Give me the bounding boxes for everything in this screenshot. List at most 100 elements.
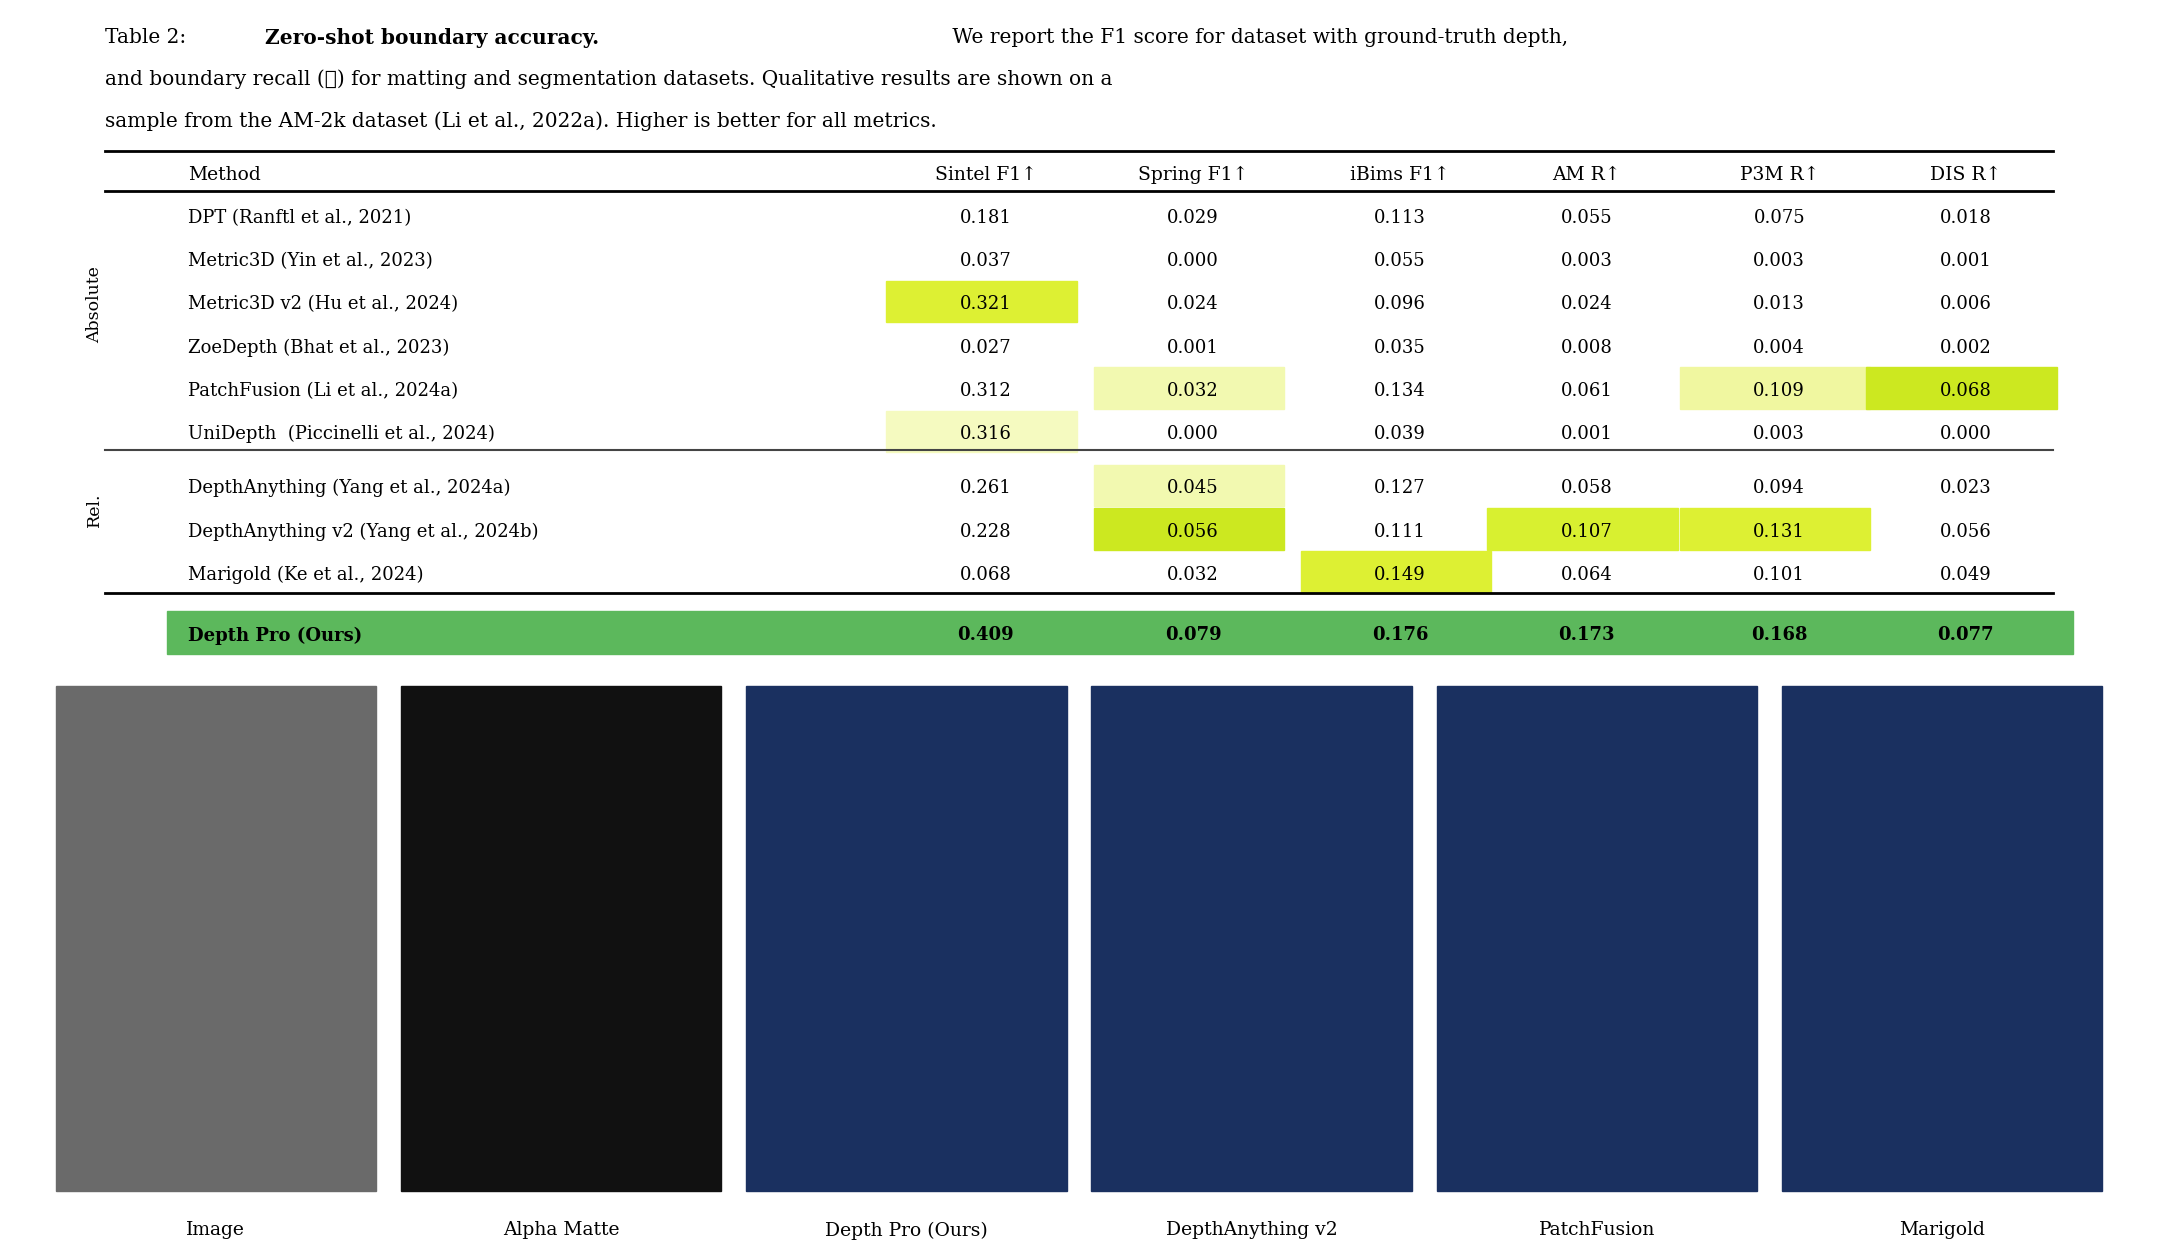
Text: PatchFusion (Li et al., 2024a): PatchFusion (Li et al., 2024a) xyxy=(188,382,457,400)
Text: 0.094: 0.094 xyxy=(1752,479,1804,497)
Text: 0.055: 0.055 xyxy=(1560,209,1612,226)
Text: Marigold: Marigold xyxy=(1899,1222,1985,1239)
Bar xyxy=(1487,508,1677,550)
Text: 0.079: 0.079 xyxy=(1165,626,1221,644)
Bar xyxy=(1679,367,1871,409)
Text: 0.037: 0.037 xyxy=(960,252,1012,270)
Text: 0.039: 0.039 xyxy=(1375,425,1426,443)
Text: DepthAnything v2: DepthAnything v2 xyxy=(1165,1222,1338,1239)
Text: 0.023: 0.023 xyxy=(1940,479,1992,497)
Text: Depth Pro (Ours): Depth Pro (Ours) xyxy=(188,626,363,644)
Text: 0.001: 0.001 xyxy=(1560,425,1612,443)
Text: 0.181: 0.181 xyxy=(960,209,1012,226)
Text: 0.149: 0.149 xyxy=(1375,566,1426,584)
Text: 0.101: 0.101 xyxy=(1752,566,1804,584)
Text: 0.068: 0.068 xyxy=(960,566,1012,584)
Text: DPT (Ranftl et al., 2021): DPT (Ranftl et al., 2021) xyxy=(188,209,412,226)
Text: Method: Method xyxy=(188,166,261,184)
Text: Rel.: Rel. xyxy=(86,493,104,527)
Text: P3M R↑: P3M R↑ xyxy=(1739,166,1819,184)
Bar xyxy=(887,410,1077,452)
Text: 0.113: 0.113 xyxy=(1375,209,1426,226)
Text: iBims F1↑: iBims F1↑ xyxy=(1351,166,1450,184)
Text: 0.321: 0.321 xyxy=(960,296,1012,313)
Text: 0.001: 0.001 xyxy=(1940,252,1992,270)
Text: Spring F1↑: Spring F1↑ xyxy=(1137,166,1247,184)
Text: Metric3D (Yin et al., 2023): Metric3D (Yin et al., 2023) xyxy=(188,252,434,270)
Text: 0.261: 0.261 xyxy=(960,479,1012,497)
Text: 0.024: 0.024 xyxy=(1560,296,1612,313)
Text: 0.002: 0.002 xyxy=(1940,338,1992,356)
Text: 0.001: 0.001 xyxy=(1167,338,1219,356)
Text: Absolute: Absolute xyxy=(86,265,104,342)
Bar xyxy=(1783,686,2102,1191)
Bar xyxy=(1301,551,1491,593)
Text: 0.173: 0.173 xyxy=(1558,626,1614,644)
Text: 0.176: 0.176 xyxy=(1372,626,1429,644)
Text: 0.035: 0.035 xyxy=(1375,338,1426,356)
Text: 0.312: 0.312 xyxy=(960,382,1012,400)
Bar xyxy=(1092,686,1411,1191)
Text: 0.008: 0.008 xyxy=(1560,338,1612,356)
Text: Table 2:: Table 2: xyxy=(106,28,192,47)
Bar xyxy=(1679,508,1871,550)
Text: Depth Pro (Ours): Depth Pro (Ours) xyxy=(824,1222,988,1239)
Text: Zero-shot boundary accuracy.: Zero-shot boundary accuracy. xyxy=(265,28,600,48)
Text: 0.000: 0.000 xyxy=(1167,252,1219,270)
Text: 0.127: 0.127 xyxy=(1375,479,1426,497)
Text: 0.075: 0.075 xyxy=(1754,209,1804,226)
Text: 0.109: 0.109 xyxy=(1752,382,1804,400)
Text: Alpha Matte: Alpha Matte xyxy=(503,1222,619,1239)
Bar xyxy=(56,686,375,1191)
Text: 0.134: 0.134 xyxy=(1375,382,1426,400)
Text: AM R↑: AM R↑ xyxy=(1552,166,1621,184)
Text: 0.006: 0.006 xyxy=(1940,296,1992,313)
Text: 0.056: 0.056 xyxy=(1940,522,1992,541)
Text: 0.077: 0.077 xyxy=(1938,626,1994,644)
Bar xyxy=(747,686,1066,1191)
Text: 0.111: 0.111 xyxy=(1375,522,1426,541)
Text: 0.032: 0.032 xyxy=(1167,566,1219,584)
Text: 0.056: 0.056 xyxy=(1167,522,1219,541)
Text: 0.068: 0.068 xyxy=(1940,382,1992,400)
Text: 0.032: 0.032 xyxy=(1167,382,1219,400)
Text: Sintel F1↑: Sintel F1↑ xyxy=(934,166,1036,184)
Text: 0.055: 0.055 xyxy=(1375,252,1426,270)
Bar xyxy=(1094,367,1284,409)
Bar xyxy=(1094,464,1284,506)
Text: 0.003: 0.003 xyxy=(1560,252,1612,270)
Bar xyxy=(1094,508,1284,550)
Text: 0.064: 0.064 xyxy=(1560,566,1612,584)
Text: Marigold (Ke et al., 2024): Marigold (Ke et al., 2024) xyxy=(188,566,423,584)
Bar xyxy=(1867,367,2057,409)
Text: DepthAnything (Yang et al., 2024a): DepthAnything (Yang et al., 2024a) xyxy=(188,479,511,497)
Text: UniDepth  (Piccinelli et al., 2024): UniDepth (Piccinelli et al., 2024) xyxy=(188,425,494,443)
Text: 0.096: 0.096 xyxy=(1375,296,1426,313)
Text: 0.003: 0.003 xyxy=(1752,425,1804,443)
Text: DIS R↑: DIS R↑ xyxy=(1929,166,2000,184)
Text: 0.004: 0.004 xyxy=(1752,338,1804,356)
Text: 0.058: 0.058 xyxy=(1560,479,1612,497)
Text: 0.168: 0.168 xyxy=(1750,626,1808,644)
Text: Metric3D v2 (Hu et al., 2024): Metric3D v2 (Hu et al., 2024) xyxy=(188,296,457,313)
Text: PatchFusion: PatchFusion xyxy=(1539,1222,1655,1239)
Text: 0.027: 0.027 xyxy=(960,338,1012,356)
Text: 0.049: 0.049 xyxy=(1940,566,1992,584)
Text: We report the F1 score for dataset with ground-truth depth,: We report the F1 score for dataset with … xyxy=(947,28,1569,47)
Text: 0.029: 0.029 xyxy=(1167,209,1219,226)
Text: Image: Image xyxy=(186,1222,246,1239)
Text: sample from the AM-2k dataset (Li et al., 2022a). Higher is better for all metri: sample from the AM-2k dataset (Li et al.… xyxy=(106,112,937,132)
Bar xyxy=(168,611,2074,654)
Text: DepthAnything v2 (Yang et al., 2024b): DepthAnything v2 (Yang et al., 2024b) xyxy=(188,522,540,541)
Text: 0.409: 0.409 xyxy=(958,626,1014,644)
Text: and boundary recall (ℛ) for matting and segmentation datasets. Qualitative resul: and boundary recall (ℛ) for matting and … xyxy=(106,69,1114,89)
Text: 0.061: 0.061 xyxy=(1560,382,1612,400)
Text: 0.131: 0.131 xyxy=(1752,522,1804,541)
Text: 0.000: 0.000 xyxy=(1167,425,1219,443)
Bar xyxy=(887,281,1077,322)
Text: 0.316: 0.316 xyxy=(960,425,1012,443)
Text: 0.045: 0.045 xyxy=(1167,479,1219,497)
Text: 0.000: 0.000 xyxy=(1940,425,1992,443)
Text: 0.107: 0.107 xyxy=(1560,522,1612,541)
Text: ZoeDepth (Bhat et al., 2023): ZoeDepth (Bhat et al., 2023) xyxy=(188,338,449,357)
